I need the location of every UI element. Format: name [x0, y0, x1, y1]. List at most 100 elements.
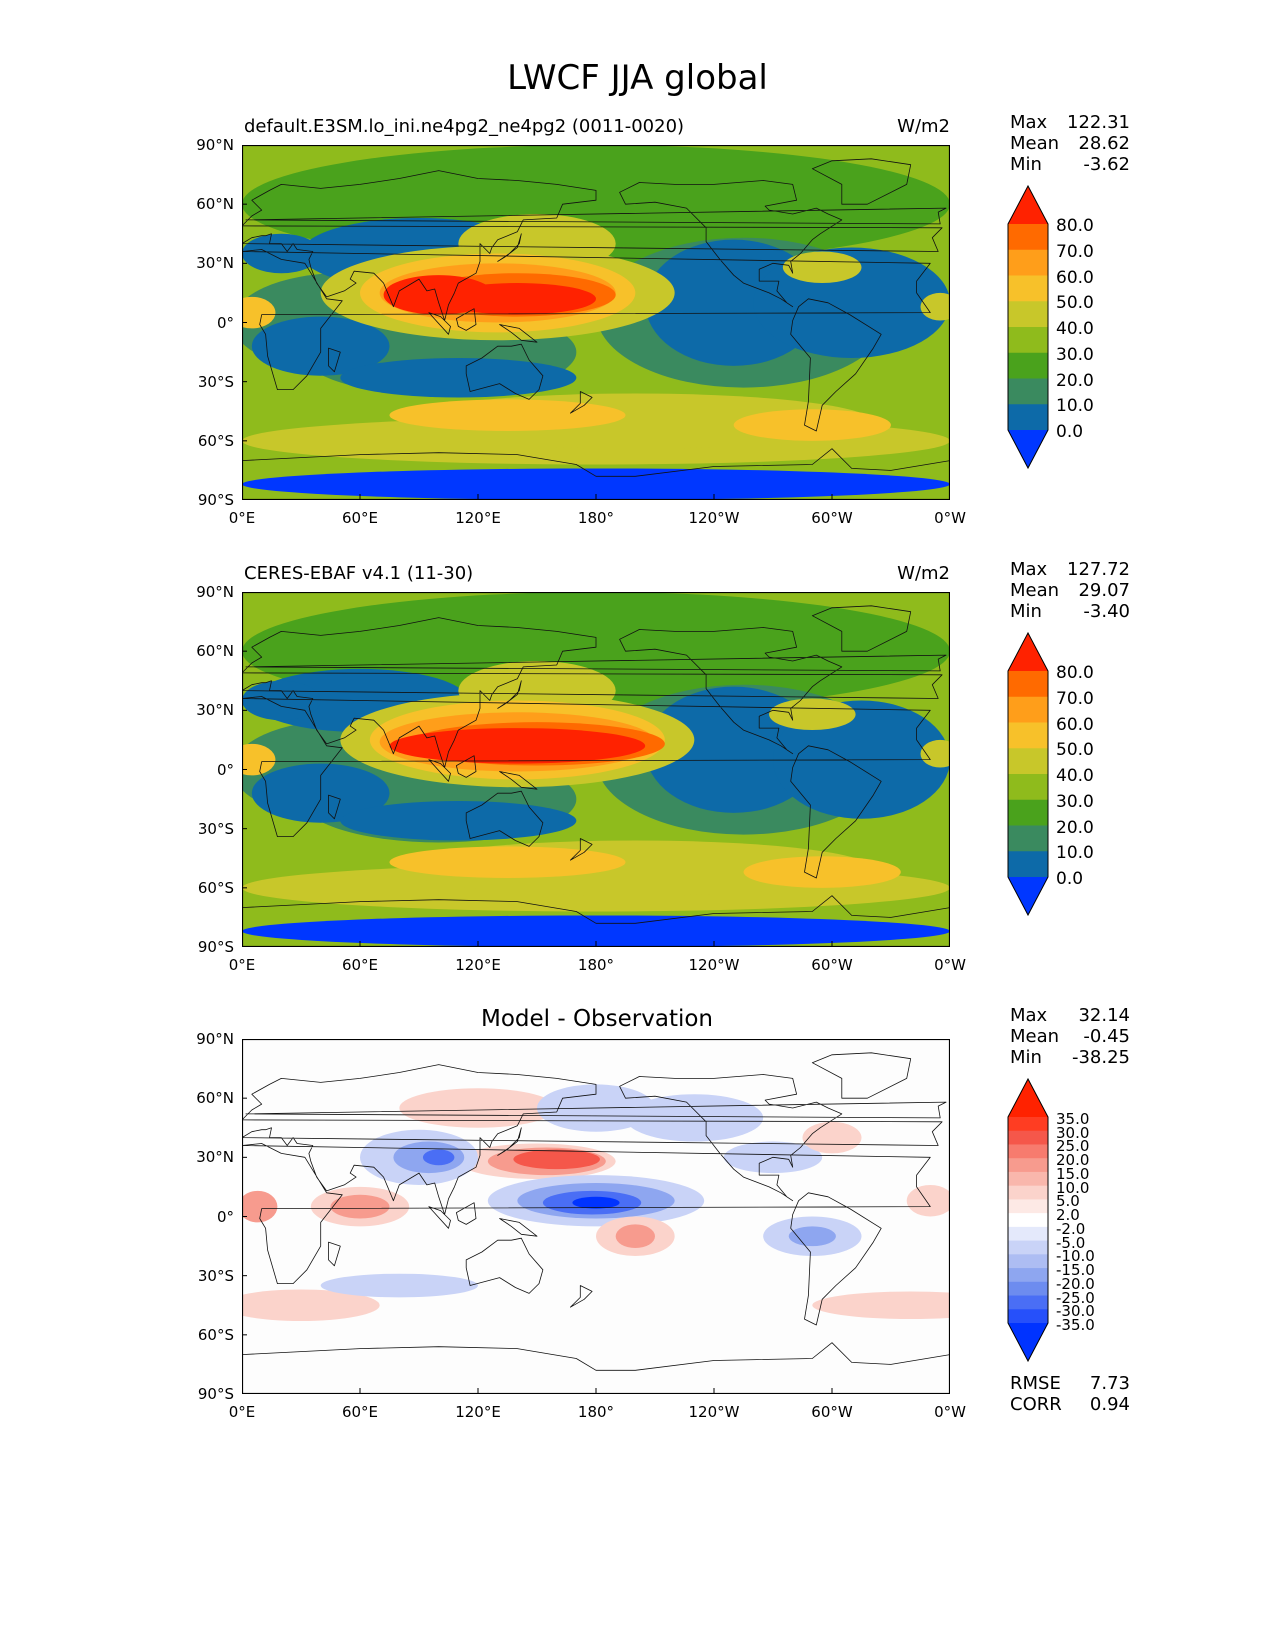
colorbar-extend-min — [1008, 1323, 1048, 1361]
colorbar-tick-label: -20.0 — [1056, 1274, 1095, 1293]
colorbar-bin — [1008, 1144, 1048, 1159]
stat-mean-label: Mean — [1010, 1026, 1060, 1047]
y-tick-label: 30°N — [196, 254, 234, 273]
colorbar-tick-label: -10.0 — [1056, 1247, 1095, 1266]
colorbar-bin — [1008, 275, 1048, 302]
x-tick-label: 180° — [577, 956, 615, 974]
stat-mean-label: Mean — [1010, 133, 1060, 154]
colorbar-bin — [1008, 1213, 1048, 1228]
colorbar-bin — [1008, 825, 1048, 852]
map-plot — [242, 592, 950, 947]
x-tick-label: 0°E — [228, 509, 256, 527]
stat-max-label: Max — [1010, 1005, 1048, 1026]
colorbar-tick-label: -25.0 — [1056, 1288, 1095, 1307]
rmse-value: 7.73 — [1089, 1373, 1130, 1394]
colorbar-bin — [1008, 1117, 1048, 1132]
colorbar-bin — [1008, 799, 1048, 826]
contour-region — [769, 698, 856, 731]
colorbar — [1007, 631, 1049, 917]
x-tick-label: 120°E — [455, 1403, 501, 1421]
contour-region — [615, 1224, 655, 1249]
colorbar-tick-label: 80.0 — [1056, 663, 1094, 683]
colorbar-bin — [1008, 1185, 1048, 1200]
stat-mean-value: 29.07 — [1078, 580, 1130, 601]
stat-min-value: -38.25 — [1071, 1047, 1130, 1068]
contour-region — [513, 1149, 600, 1170]
stat-min-value: -3.62 — [1083, 154, 1130, 175]
x-tick-label: 120°E — [455, 509, 501, 527]
colorbar-tick-label: -5.0 — [1056, 1233, 1086, 1252]
colorbar-bin — [1008, 748, 1048, 775]
x-tick-label: 120°W — [688, 1403, 740, 1421]
y-tick-label: 90°N — [196, 1030, 234, 1048]
colorbar-tick-label: -15.0 — [1056, 1261, 1095, 1280]
colorbar-tick-label: 40.0 — [1056, 766, 1094, 786]
colorbar-tick-label: -2.0 — [1056, 1219, 1086, 1238]
x-tick-label: 120°W — [688, 956, 740, 974]
y-tick-label: 90°S — [197, 491, 234, 509]
colorbar-tick-label: 0.0 — [1056, 869, 1084, 889]
colorbar-tick-label: 60.0 — [1056, 267, 1094, 288]
colorbar-bin — [1008, 1309, 1048, 1324]
colorbar-bin — [1008, 1268, 1048, 1283]
contour-region — [389, 728, 646, 764]
y-tick-label: 60°S — [197, 431, 234, 450]
contour-region — [422, 1149, 455, 1166]
contour-region — [920, 292, 950, 321]
colorbar-tick-label: 5.0 — [1056, 1192, 1080, 1211]
y-tick-label: 60°S — [197, 1325, 234, 1344]
y-tick-label: 30°N — [196, 701, 234, 720]
colorbar-tick-label: 2.0 — [1056, 1206, 1080, 1225]
y-tick-label: 0° — [216, 760, 234, 779]
stat-max-label: Max — [1010, 559, 1048, 580]
panel-units: W/m2 — [897, 116, 950, 137]
x-tick-label: 0°W — [934, 509, 966, 527]
colorbar-tick-label: 30.0 — [1056, 791, 1094, 812]
stat-min-label: Min — [1010, 1047, 1042, 1068]
colorbar-tick-label: 20.0 — [1056, 1151, 1090, 1170]
contour-region — [788, 1226, 836, 1247]
colorbar-bin — [1008, 224, 1048, 251]
contour-region — [242, 468, 950, 500]
map-plot — [242, 1039, 950, 1394]
colorbar-tick-label: 70.0 — [1056, 688, 1094, 709]
x-tick-label: 0°W — [934, 1403, 966, 1421]
colorbar-tick-label: -30.0 — [1056, 1302, 1095, 1321]
x-tick-label: 60°E — [341, 1403, 379, 1421]
colorbar-tick-label: 70.0 — [1056, 241, 1094, 262]
contour-region — [733, 409, 891, 441]
colorbar-extend-max — [1008, 1079, 1048, 1117]
x-tick-label: 0°E — [228, 956, 256, 974]
contour-region — [389, 846, 626, 878]
colorbar-tick-label: 25.0 — [1056, 1137, 1090, 1156]
colorbar-bin — [1008, 1240, 1048, 1255]
colorbar-tick-label: 20.0 — [1056, 370, 1094, 391]
colorbar-tick-label: 15.0 — [1056, 1164, 1090, 1183]
colorbar-tick-label: 50.0 — [1056, 293, 1094, 314]
colorbar-bin — [1008, 671, 1048, 698]
contour-region — [242, 743, 276, 776]
colorbar-tick-label: 10.0 — [1056, 396, 1094, 417]
colorbar-extend-min — [1008, 877, 1048, 915]
panel-units: W/m2 — [897, 563, 950, 584]
y-tick-label: 0° — [216, 1207, 234, 1226]
colorbar-extend-max — [1008, 633, 1048, 671]
stat-max-value: 32.14 — [1078, 1005, 1130, 1026]
contour-region — [399, 1088, 557, 1128]
y-tick-label: 60°S — [197, 878, 234, 897]
colorbar-bin — [1008, 774, 1048, 801]
colorbar-tick-label: 40.0 — [1056, 319, 1094, 339]
colorbar-tick-label: 80.0 — [1056, 216, 1094, 236]
colorbar-tick-label: -35.0 — [1056, 1316, 1095, 1334]
panel-left-title: CERES-EBAF v4.1 (11-30) — [244, 563, 474, 584]
contour-region — [802, 1121, 862, 1154]
y-tick-label: 90°N — [196, 136, 234, 154]
stat-mean-label: Mean — [1010, 580, 1060, 601]
colorbar-extend-max — [1008, 186, 1048, 224]
x-tick-label: 60°E — [341, 956, 379, 974]
colorbar-bin — [1008, 1158, 1048, 1173]
contour-region — [242, 680, 321, 721]
contour-region — [330, 1194, 390, 1219]
corr-value: 0.94 — [1089, 1394, 1130, 1415]
colorbar-bin — [1008, 1130, 1048, 1145]
